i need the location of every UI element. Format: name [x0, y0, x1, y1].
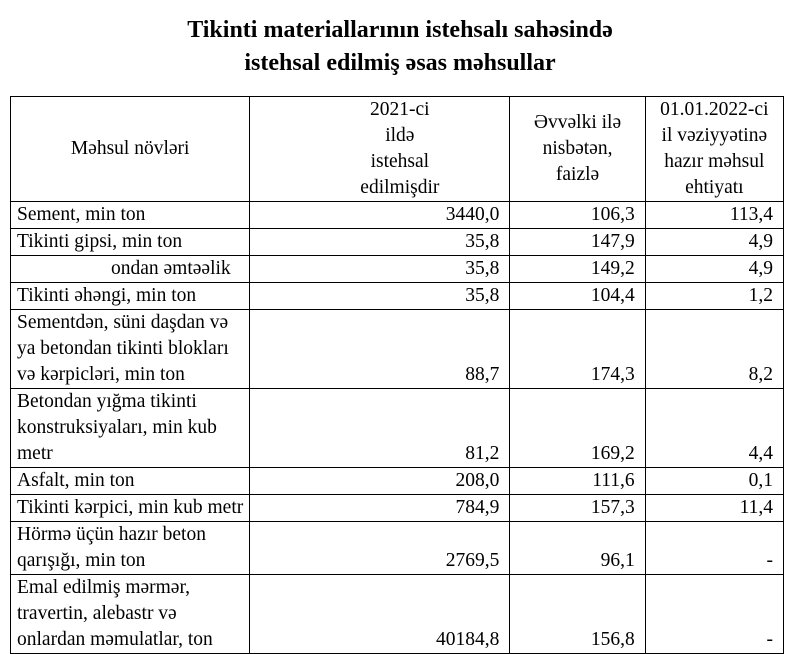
percent-cell: 147,9 [509, 228, 646, 256]
table-row: ondan əmtəəlik 35,8 149,2 4,9 [9, 255, 785, 283]
percent-cell: 111,6 [509, 467, 646, 495]
header-row: Məhsul növləri 2021-ci ildə istehsal edi… [9, 96, 785, 202]
product-name-cell: Tikinti kərpici, min kub metr [9, 494, 251, 522]
header-stock: 01.01.2022-ci il vəziyyətinə hazır məhsu… [644, 96, 785, 202]
header-percent: Əvvəlki ilə nisbətən, faizlə [509, 96, 646, 202]
table-row: Tikinti əhəngi, min ton 35,8 104,4 1,2 [9, 282, 785, 310]
product-name-cell: Asfalt, min ton [9, 467, 251, 495]
product-name-cell: Sement, min ton [9, 201, 251, 229]
title-line-1: Tikinti materiallarının istehsalı sahəsi… [187, 17, 613, 43]
produced-cell: 3440,0 [249, 201, 511, 229]
stock-cell: 4,4 [644, 388, 785, 468]
document-title: Tikinti materiallarının istehsalı sahəsi… [0, 14, 800, 80]
percent-cell: 106,3 [509, 201, 646, 229]
table-row: Sement, min ton 3440,0 106,3 113,4 [9, 201, 785, 229]
stock-cell: 8,2 [644, 309, 785, 389]
produced-cell: 35,8 [249, 255, 511, 283]
table-row: Emal edilmiş mərmər, travertin, alebastr… [9, 574, 785, 654]
percent-cell: 104,4 [509, 282, 646, 310]
product-name-cell: ondan əmtəəlik [9, 255, 251, 283]
percent-cell: 156,8 [509, 574, 646, 654]
header-produced: 2021-ci ildə istehsal edilmişdir [249, 96, 511, 202]
table-row: Sementdən, süni daşdan və ya betondan ti… [9, 309, 785, 389]
product-name-cell: Emal edilmiş mərmər, travertin, alebastr… [9, 574, 251, 654]
product-name-cell: Hörmə üçün hazır beton qarışığı, min ton [9, 521, 251, 575]
stock-cell: - [644, 521, 785, 575]
stock-cell: 4,9 [644, 255, 785, 283]
produced-cell: 208,0 [249, 467, 511, 495]
table-row: Hörmə üçün hazır beton qarışığı, min ton… [9, 521, 785, 575]
product-name-cell: Tikinti gipsi, min ton [9, 228, 251, 256]
produced-cell: 35,8 [249, 228, 511, 256]
percent-cell: 157,3 [509, 494, 646, 522]
table-row: Asfalt, min ton 208,0 111,6 0,1 [9, 467, 785, 495]
product-name-cell: Sementdən, süni daşdan və ya betondan ti… [9, 309, 251, 389]
stock-cell: - [644, 574, 785, 654]
percent-cell: 149,2 [509, 255, 646, 283]
header-product-types: Məhsul növləri [9, 96, 251, 202]
percent-cell: 169,2 [509, 388, 646, 468]
produced-cell: 784,9 [249, 494, 511, 522]
produced-cell: 35,8 [249, 282, 511, 310]
table-row: Tikinti kərpici, min kub metr 784,9 157,3 1… [9, 494, 785, 522]
products-table: Məhsul növləri 2021-ci ildə istehsal edi… [9, 96, 785, 654]
product-name-cell: Tikinti əhəngi, min ton [9, 282, 251, 310]
produced-cell: 88,7 [249, 309, 511, 389]
produced-cell: 81,2 [249, 388, 511, 468]
stock-cell: 1,2 [644, 282, 785, 310]
percent-cell: 96,1 [509, 521, 646, 575]
table-row: Betondan yığma tikinti konstruksiyaları,… [9, 388, 785, 468]
stock-cell: 4,9 [644, 228, 785, 256]
produced-cell: 2769,5 [249, 521, 511, 575]
stock-cell: 0,1 [644, 467, 785, 495]
stock-cell: 11,4 [644, 494, 785, 522]
table-row: Tikinti gipsi, min ton 35,8 147,9 4,9 [9, 228, 785, 256]
title-line-2: istehsal edilmiş əsas məhsullar [244, 50, 556, 76]
product-name-cell: Betondan yığma tikinti konstruksiyaları,… [9, 388, 251, 468]
stock-cell: 113,4 [644, 201, 785, 229]
percent-cell: 174,3 [509, 309, 646, 389]
